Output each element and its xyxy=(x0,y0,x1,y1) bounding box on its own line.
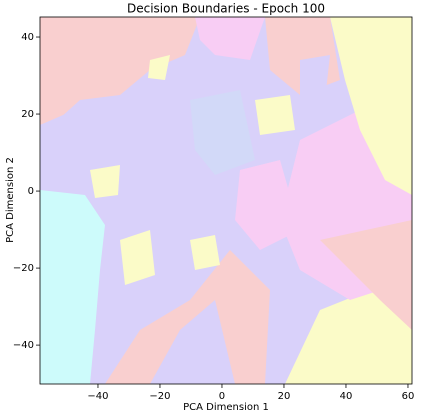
region xyxy=(330,17,412,195)
x-tick-label: −40 xyxy=(87,391,108,402)
region xyxy=(90,165,120,198)
y-axis-label: PCA Dimension 2 xyxy=(5,157,16,243)
x-tick-label: 0 xyxy=(219,391,225,402)
region xyxy=(320,220,412,330)
x-tick-label: −20 xyxy=(149,391,170,402)
decision-regions xyxy=(40,17,412,384)
region xyxy=(105,250,270,384)
region xyxy=(150,300,235,384)
region xyxy=(195,17,265,60)
x-tick-label: 20 xyxy=(278,391,291,402)
x-tick-label: 40 xyxy=(340,391,353,402)
x-tick-label: 60 xyxy=(402,391,415,402)
region xyxy=(300,55,330,100)
region xyxy=(40,190,105,384)
y-tick-label: 20 xyxy=(21,109,34,120)
x-axis-label: PCA Dimension 1 xyxy=(183,402,269,413)
plot-frame xyxy=(39,16,413,385)
region xyxy=(235,160,300,250)
region xyxy=(40,17,200,125)
region xyxy=(190,90,255,175)
y-tick-label: 40 xyxy=(21,32,34,43)
region xyxy=(120,230,155,285)
y-tick-label: −20 xyxy=(13,263,34,274)
chart-title: Decision Boundaries - Epoch 100 xyxy=(127,2,325,16)
region xyxy=(190,235,220,270)
region xyxy=(285,285,412,384)
y-tick-label: −40 xyxy=(13,340,34,351)
region xyxy=(40,112,110,160)
region xyxy=(255,95,295,135)
y-tick-label: 0 xyxy=(28,186,34,197)
region xyxy=(148,55,170,80)
